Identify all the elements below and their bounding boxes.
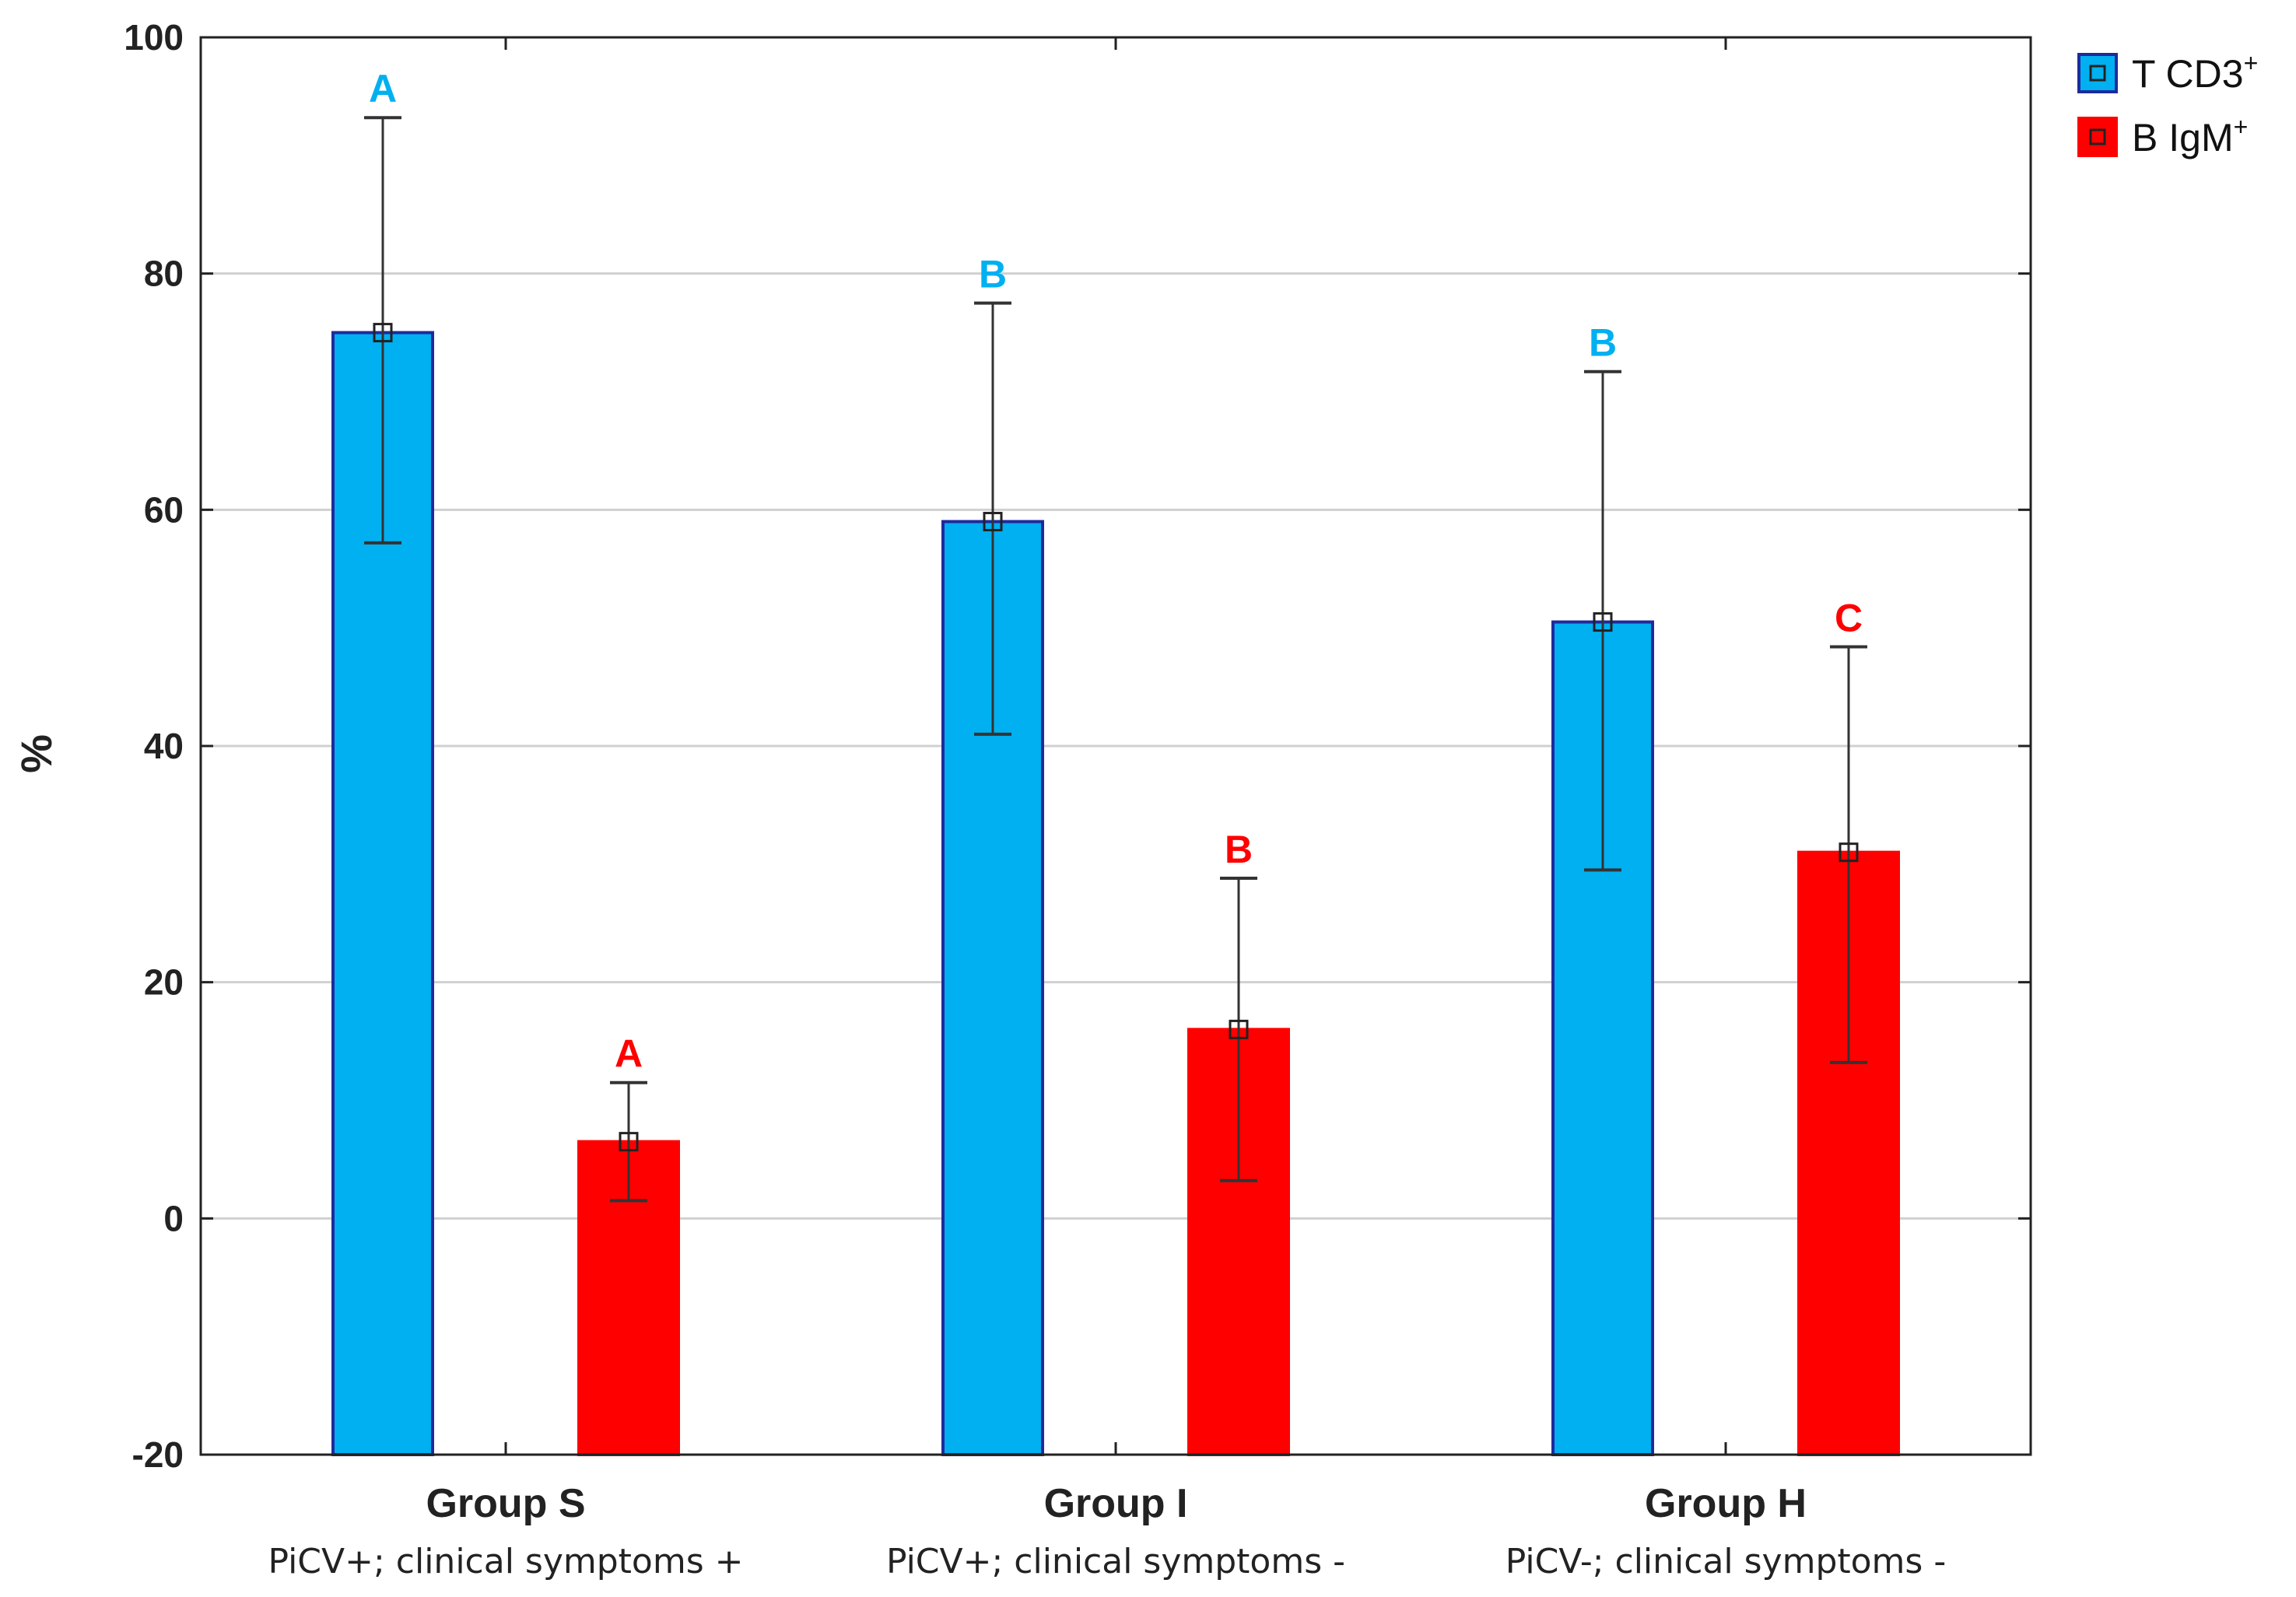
y-tick-label: 80 xyxy=(144,254,184,294)
category-label: Group S xyxy=(426,1481,585,1526)
y-tick-label: -20 xyxy=(132,1434,184,1475)
significance-letter: C xyxy=(1835,596,1863,639)
significance-letter: B xyxy=(979,253,1007,296)
y-tick-label: 20 xyxy=(144,962,184,1003)
category-label: Group H xyxy=(1645,1481,1807,1526)
legend-marker xyxy=(2089,128,2106,145)
category-subtitle: PiCV+; clinical symptoms + xyxy=(268,1542,744,1581)
legend-label-text: T CD3 xyxy=(2132,52,2244,96)
legend-label: T CD3+ xyxy=(2132,49,2258,96)
legend-label-superscript: + xyxy=(2234,113,2249,141)
legend-marker xyxy=(2089,65,2106,82)
legend-swatch xyxy=(2077,53,2118,93)
labels: Group S PiCV+; clinical symptoms + A A Group… xyxy=(268,67,1947,1581)
category-label: Group I xyxy=(1044,1481,1188,1526)
legend-label-superscript: + xyxy=(2244,49,2259,77)
y-tick-label: 0 xyxy=(163,1198,184,1238)
grid-lines xyxy=(201,272,2031,1220)
mean-marker xyxy=(1229,1019,1249,1039)
mean-marker xyxy=(373,323,393,343)
error-bars xyxy=(364,116,1867,1203)
significance-letter: A xyxy=(369,67,397,110)
y-tick-label: 40 xyxy=(144,726,184,766)
mean-marker xyxy=(619,1132,639,1152)
legend-label-text: B IgM xyxy=(2132,116,2234,159)
significance-letter: A xyxy=(615,1032,643,1076)
bars xyxy=(331,331,1900,1457)
y-axis-title: % xyxy=(12,734,61,773)
legend-swatch xyxy=(2077,117,2118,157)
legend: T CD3+B IgM+ xyxy=(2077,49,2258,159)
mean-marker xyxy=(1593,612,1613,632)
significance-letter: B xyxy=(1589,321,1617,365)
y-tick-label: 100 xyxy=(124,17,184,58)
y-tick-label: 60 xyxy=(144,489,184,530)
axes: -20 0 20 40 60 80 100% xyxy=(12,17,2032,1475)
category-subtitle: PiCV+; clinical symptoms - xyxy=(886,1542,1345,1581)
legend-label: B IgM+ xyxy=(2132,113,2248,159)
significance-letter: B xyxy=(1225,828,1253,871)
mean-marker xyxy=(1839,842,1859,863)
category-subtitle: PiCV-; clinical symptoms - xyxy=(1506,1542,1946,1581)
mean-marker xyxy=(983,512,1003,532)
